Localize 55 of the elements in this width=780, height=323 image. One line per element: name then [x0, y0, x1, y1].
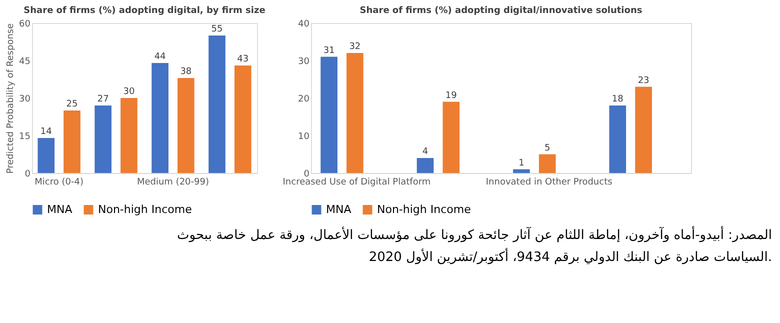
data-label: 44 [154, 52, 166, 62]
bar [513, 169, 530, 173]
data-label: 18 [612, 94, 624, 104]
bar [320, 56, 338, 173]
chart-title: Share of firms (%) adopting digital, by firm size [24, 6, 266, 16]
legend-label: MNA [326, 202, 352, 216]
bar [442, 102, 460, 173]
bar [234, 66, 252, 173]
data-label: 32 [349, 42, 361, 52]
y-tick-label: 45 [19, 57, 30, 67]
chart-title: Share of firms (%) adopting digital/innovative solutions [360, 6, 642, 16]
legend-label: MNA [47, 202, 73, 216]
legend-label: Non-high Income [98, 202, 192, 216]
bar [38, 138, 55, 173]
bar [178, 78, 194, 173]
x-tick-label: Increased Use of Digital Platform [282, 178, 431, 188]
data-label: 5 [544, 143, 550, 154]
data-label: 38 [180, 67, 192, 77]
bar [635, 86, 652, 173]
legend-label: Non-high Income [377, 202, 472, 216]
x-tick-label: Innovated in Other Products [486, 178, 613, 188]
y-tick-label: 10 [298, 132, 310, 142]
data-label: 19 [445, 90, 458, 101]
data-label: 1 [518, 158, 524, 168]
bar [538, 154, 556, 173]
bar [346, 53, 364, 173]
y-tick-label: 15 [19, 132, 30, 142]
bar [152, 63, 168, 173]
y-tick-label: 30 [19, 94, 31, 104]
x-tick-label: Medium (20-99) [136, 178, 209, 188]
data-label: 23 [638, 76, 650, 86]
data-label: 14 [40, 127, 52, 137]
y-axis-title: Predicted Probability of Response [6, 22, 16, 174]
data-label: 25 [66, 100, 78, 110]
bar [609, 106, 626, 173]
text: السياسات صادرة عن البنك الدولي برقم 9434، أكتوبر/تشرين الأول 2020. [368, 248, 772, 265]
data-label: 27 [97, 94, 109, 104]
y-tick-label: 30 [298, 57, 310, 67]
bar [94, 106, 112, 173]
bar [120, 98, 138, 173]
text: المصدر: أبيدو-أماه وآخرون، إماطة اللثام عن آثار جائحة كورونا على مؤسسات الأعمال، ورقة عمل خاصة ببحوث [177, 226, 772, 243]
x-tick-label: Micro (0-4) [34, 178, 84, 188]
data-label: 30 [123, 87, 135, 97]
y-tick-label: 20 [298, 94, 310, 104]
y-tick-label: 60 [19, 20, 31, 30]
data-label: 55 [211, 24, 223, 34]
data-label: 31 [323, 46, 335, 56]
data-label: 4 [422, 147, 428, 157]
y-tick-label: 0 [304, 170, 310, 180]
y-tick-label: 0 [24, 170, 31, 180]
bar [64, 110, 80, 173]
data-label: 43 [237, 54, 249, 64]
y-tick-label: 40 [298, 20, 310, 30]
bar [208, 36, 226, 173]
bar [416, 158, 434, 173]
